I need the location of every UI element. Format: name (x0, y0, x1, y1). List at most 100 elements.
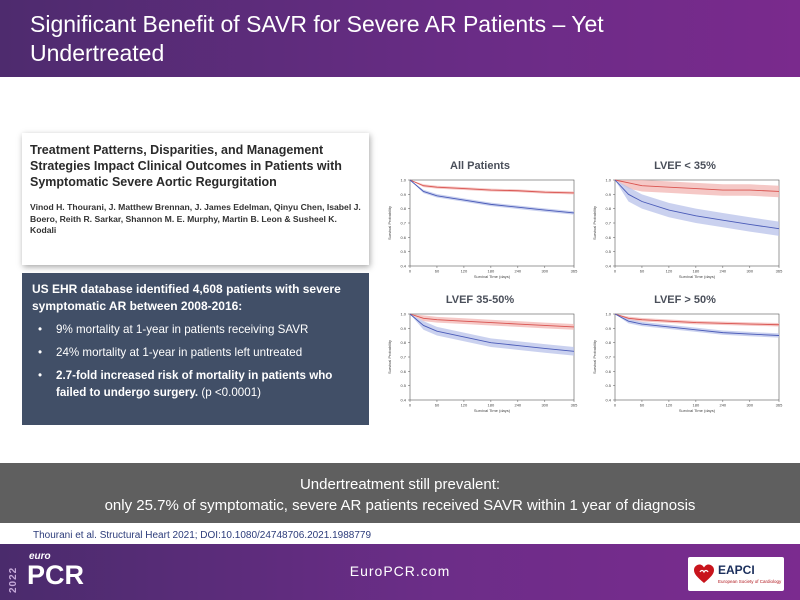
confidence-band (615, 180, 779, 236)
x-tick-label: 180 (693, 269, 700, 274)
list-item: • 24% mortality at 1-year in patients lef… (32, 344, 359, 361)
x-tick-label: 365 (571, 403, 578, 408)
km-chart-lvef-lt-35: LVEF < 35% 0.4 0.5 0.6 0.7 0.8 0.9 1.0 0 60 120 18… (585, 160, 785, 290)
y-tick-label: 0.6 (605, 369, 611, 374)
y-tick-label: 0.4 (400, 264, 406, 269)
y-axis-label: Survival Probability (387, 340, 392, 374)
slide-title: Significant Benefit of SAVR for Severe A… (30, 11, 604, 66)
km-chart-lvef-35-50: LVEF 35-50% 0.4 0.5 0.6 0.7 0.8 0.9 1.0 0 60 120 1… (380, 294, 580, 424)
eapci-logo: EAPCI European Society of Cardiology (688, 557, 784, 591)
list-item-text: (p <0.0001) (198, 386, 261, 399)
y-tick-label: 0.4 (400, 398, 406, 403)
x-tick-label: 0 (614, 403, 617, 408)
citation: Thourani et al. Structural Heart 2021; D… (33, 530, 372, 541)
footer-bar (0, 544, 800, 600)
paper-card: Treatment Patterns, Disparities, and Man… (22, 133, 369, 265)
footer-website-link[interactable]: EuroPCR.com (349, 563, 451, 579)
paper-title: Treatment Patterns, Disparities, and Man… (30, 143, 342, 189)
findings-box: US EHR database identified 4,608 patient… (22, 273, 369, 425)
y-tick-label: 0.7 (400, 221, 406, 226)
list-item: • 9% mortality at 1-year in patients rece… (32, 321, 359, 338)
y-tick-label: 0.5 (400, 249, 406, 254)
x-tick-label: 0 (614, 269, 617, 274)
y-tick-label: 0.8 (400, 340, 406, 345)
x-tick-label: 60 (435, 269, 440, 274)
bullet-icon: • (38, 369, 43, 382)
x-tick-label: 120 (666, 269, 673, 274)
summary-banner: Undertreatment still prevalent: only 25.… (0, 463, 800, 523)
y-tick-label: 1.0 (605, 312, 611, 317)
confidence-band (410, 314, 574, 356)
x-tick-label: 365 (571, 269, 578, 274)
survival-line (409, 313, 575, 352)
x-tick-label: 60 (640, 403, 645, 408)
y-axis-label: Survival Probability (592, 340, 597, 374)
heart-logo-icon (694, 564, 714, 583)
km-chart-lvef-gt-50: LVEF > 50% 0.4 0.5 0.6 0.7 0.8 0.9 1.0 0 60 120 18… (585, 294, 785, 424)
y-tick-label: 1.0 (400, 178, 406, 183)
y-tick-label: 0.6 (605, 235, 611, 240)
findings-list: • 9% mortality at 1-year in patients rece… (32, 321, 359, 401)
y-axis-label: Survival Probability (387, 206, 392, 240)
y-tick-label: 0.9 (605, 326, 611, 331)
y-tick-label: 0.9 (400, 326, 406, 331)
chart-plot-area: 0.4 0.5 0.6 0.7 0.8 0.9 1.0 0 60 120 180 240 300 365 S… (592, 312, 783, 414)
x-tick-label: 180 (488, 269, 495, 274)
eapci-name: EAPCI (718, 563, 755, 577)
x-tick-label: 300 (541, 403, 548, 408)
y-tick-label: 0.8 (605, 340, 611, 345)
y-tick-label: 0.6 (400, 235, 406, 240)
y-tick-label: 1.0 (605, 178, 611, 183)
x-axis-label: Survival Time (days) (474, 274, 511, 279)
y-tick-label: 0.7 (400, 355, 406, 360)
x-tick-label: 180 (488, 403, 495, 408)
logo-pcr-text: PCR (27, 560, 85, 590)
y-tick-label: 0.5 (605, 249, 611, 254)
header-bar: Significant Benefit of SAVR for Severe A… (0, 0, 800, 77)
survival-line (614, 313, 780, 326)
y-tick-label: 0.4 (605, 264, 611, 269)
bullet-icon: • (38, 346, 43, 359)
survival-line (409, 179, 575, 194)
y-tick-label: 0.6 (400, 369, 406, 374)
km-chart-all-patients: All Patients 0.4 0.5 0.6 0.7 0.8 0.9 1.0 0 60 120… (380, 160, 580, 290)
x-axis-label: Survival Time (days) (474, 408, 511, 413)
x-tick-label: 120 (461, 403, 468, 408)
plot-frame (614, 313, 780, 401)
chart-plot-area: 0.4 0.5 0.6 0.7 0.8 0.9 1.0 0 60 120 180 240 300 365 S… (387, 178, 578, 280)
x-tick-label: 0 (409, 269, 412, 274)
y-tick-label: 0.4 (605, 398, 611, 403)
x-axis-label: Survival Time (days) (679, 408, 716, 413)
paper-authors: Vinod H. Thourani, J. Matthew Brennan, J… (30, 202, 361, 235)
list-item: • 2.7-fold increased risk of mortality in… (32, 367, 359, 401)
x-tick-label: 60 (435, 403, 440, 408)
y-tick-label: 0.5 (400, 383, 406, 388)
confidence-band (410, 180, 574, 195)
x-tick-label: 120 (461, 269, 468, 274)
x-tick-label: 60 (640, 269, 645, 274)
y-tick-label: 0.7 (605, 221, 611, 226)
y-tick-label: 0.7 (605, 355, 611, 360)
x-tick-label: 300 (541, 269, 548, 274)
survival-line (614, 179, 780, 192)
x-tick-label: 365 (776, 269, 783, 274)
chart-title: LVEF 35-50% (445, 294, 515, 306)
y-tick-label: 0.5 (605, 383, 611, 388)
survival-line (614, 179, 780, 230)
list-item-text: 24% mortality at 1-year in patients left… (56, 346, 303, 359)
y-axis-label: Survival Probability (592, 206, 597, 240)
chart-plot-area: 0.4 0.5 0.6 0.7 0.8 0.9 1.0 0 60 120 180 240 300 365 S… (387, 312, 578, 414)
chart-title: LVEF < 35% (654, 160, 716, 172)
y-tick-label: 0.8 (605, 206, 611, 211)
confidence-band (615, 314, 779, 338)
list-item-text: 9% mortality at 1-year in patients recei… (56, 323, 309, 336)
x-tick-label: 240 (719, 269, 726, 274)
y-tick-label: 0.9 (605, 192, 611, 197)
x-tick-label: 300 (746, 403, 753, 408)
x-tick-label: 240 (719, 403, 726, 408)
survival-line (409, 313, 575, 328)
y-tick-label: 1.0 (400, 312, 406, 317)
confidence-band (410, 314, 574, 330)
y-tick-label: 0.8 (400, 206, 406, 211)
banner-line-2: only 25.7% of symptomatic, severe AR pat… (104, 497, 696, 514)
